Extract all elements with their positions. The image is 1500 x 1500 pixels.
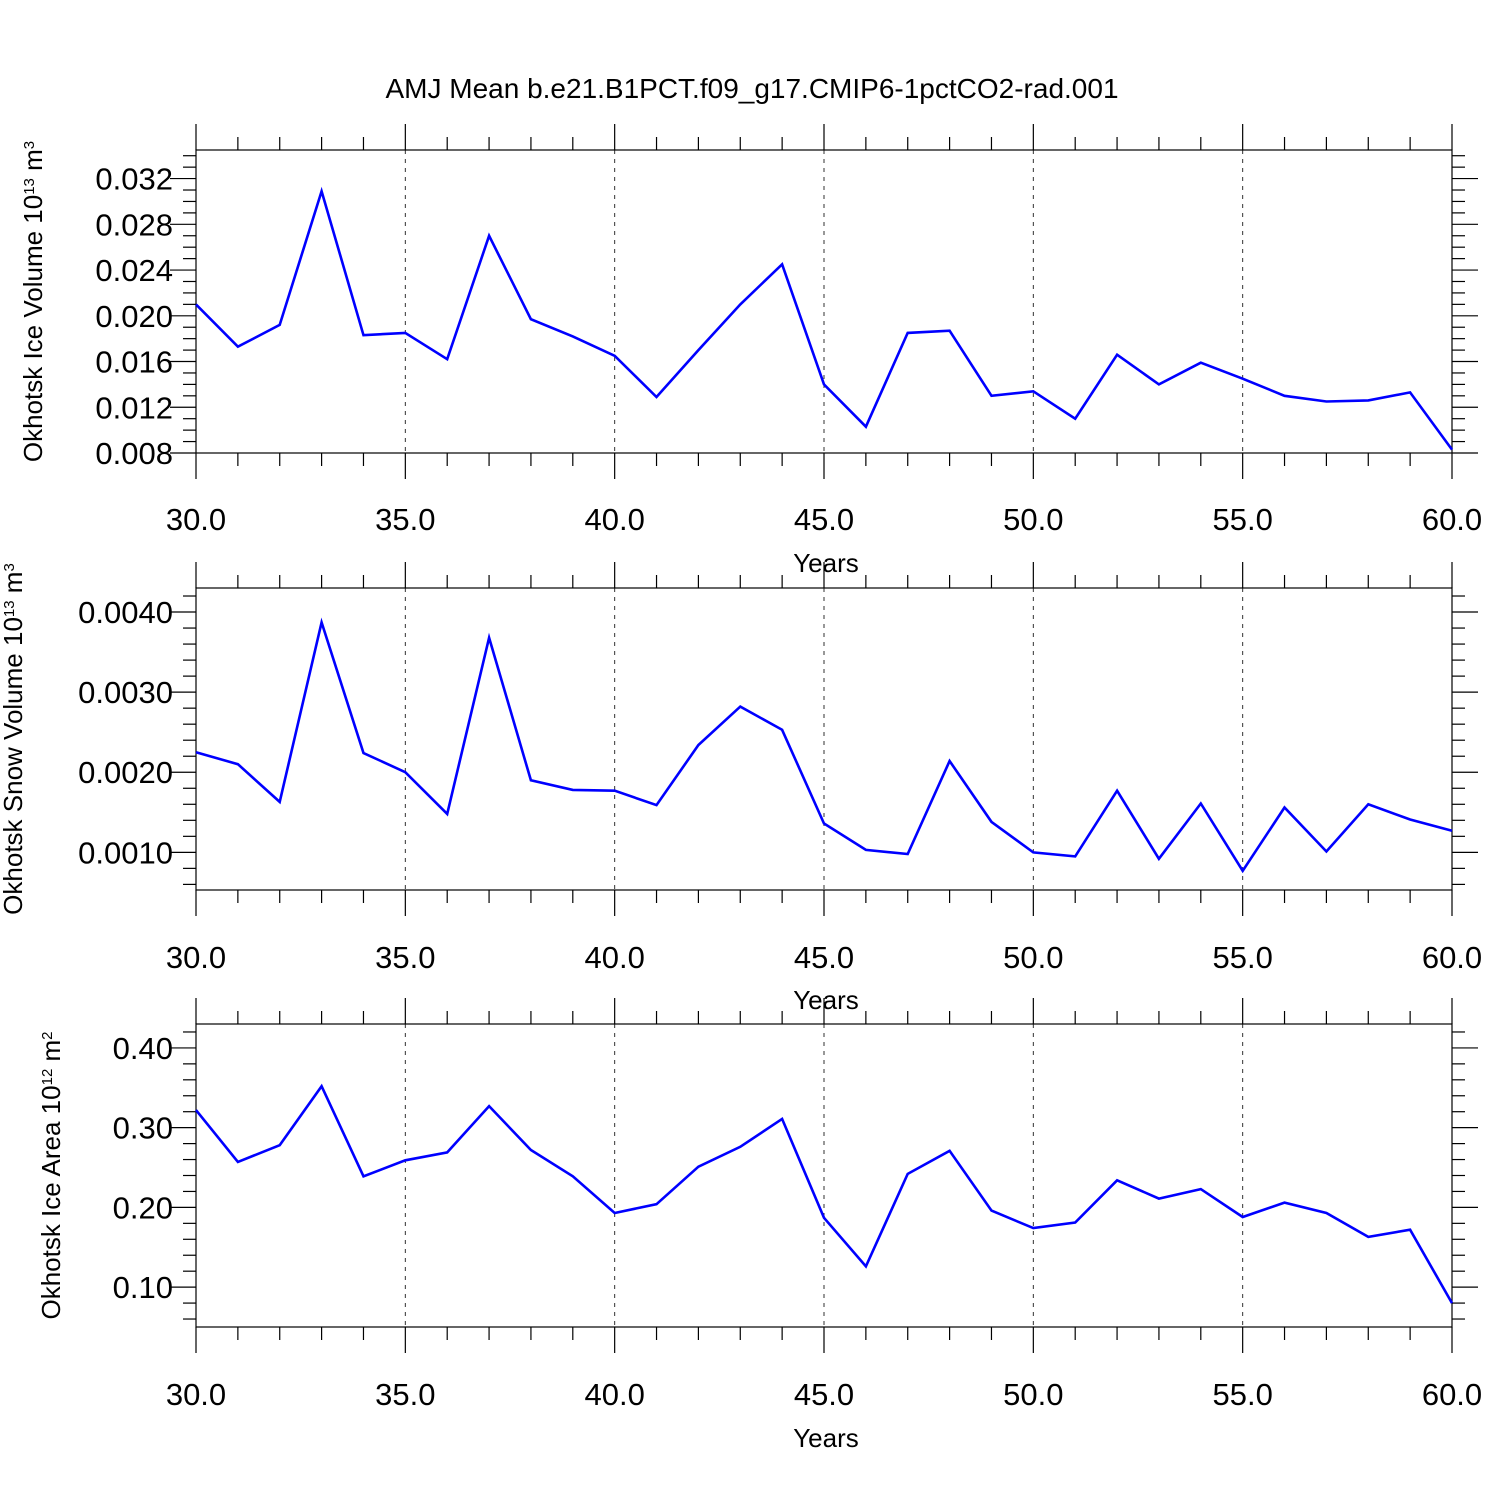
- x-tick-label: 40.0: [584, 940, 644, 975]
- x-tick-label: 30.0: [166, 940, 226, 975]
- y-axis-title-unit: m: [36, 1040, 66, 1069]
- x-tick-label: 50.0: [1003, 1377, 1063, 1412]
- x-tick-label: 35.0: [375, 502, 435, 537]
- x-tick-label: 40.0: [584, 1377, 644, 1412]
- series-line: [195, 186, 1454, 451]
- panel-3: 0.10 0.20 0.30 0.40 30.0 35.0 40.0 45.0 50.0 55.0…: [36, 998, 1482, 1453]
- y-axis-title-unit-exp: 3: [1, 563, 18, 571]
- x-tick-label: 50.0: [1003, 502, 1063, 537]
- y-tick-label: 0.40: [113, 1031, 173, 1066]
- y-tick-label: 0.020: [95, 299, 173, 334]
- y-axis-title-text: Okhotsk Snow Volume 10: [0, 617, 28, 915]
- y-axis-title-text: Okhotsk Ice Area 10: [36, 1085, 66, 1319]
- x-tick-label: 50.0: [1003, 940, 1063, 975]
- y-axis-title-exp: 13: [21, 178, 38, 195]
- x-tick-label: 45.0: [794, 940, 854, 975]
- y-tick-label: 0.0040: [78, 595, 173, 630]
- x-tick-label: 30.0: [166, 502, 226, 537]
- y-axis-title-unit: m: [0, 572, 28, 601]
- x-tick-label: 55.0: [1212, 1377, 1272, 1412]
- y-axis-title-exp: 12: [39, 1069, 56, 1086]
- x-tick-label: 35.0: [375, 1377, 435, 1412]
- y-tick-label: 0.016: [95, 345, 173, 380]
- series-line: [194, 1083, 1454, 1304]
- y-tick-label: 0.024: [95, 253, 173, 288]
- x-tick-label: 35.0: [375, 940, 435, 975]
- y-axis-title-unit-exp: 2: [39, 1031, 56, 1039]
- y-tick-label: 0.0010: [78, 835, 173, 870]
- x-tick-label: 60.0: [1422, 1377, 1482, 1412]
- y-axis-title-text: Okhotsk Ice Volume 10: [18, 195, 48, 462]
- x-tick-label: 60.0: [1422, 502, 1482, 537]
- y-tick-label: 0.008: [95, 436, 173, 471]
- y-tick-label: 0.012: [95, 390, 173, 425]
- x-axis-title: Years: [793, 985, 859, 1015]
- y-tick-label: 0.032: [95, 162, 173, 197]
- y-axis-title: Okhotsk Ice Volume 1013 m3: [18, 141, 48, 462]
- y-tick-label: 0.20: [113, 1190, 173, 1225]
- y-tick-label: 0.10: [113, 1270, 173, 1305]
- series-line: [195, 617, 1453, 874]
- x-tick-label: 55.0: [1212, 502, 1272, 537]
- figure-title: AMJ Mean b.e21.B1PCT.f09_g17.CMIP6-1pctC…: [385, 73, 1118, 104]
- x-tick-label: 55.0: [1212, 940, 1272, 975]
- y-tick-label: 0.0020: [78, 755, 173, 790]
- y-axis-title-unit-exp: 3: [21, 141, 38, 149]
- y-axis-title-unit: m: [18, 149, 48, 178]
- y-tick-label: 0.028: [95, 207, 173, 242]
- x-tick-label: 30.0: [166, 1377, 226, 1412]
- y-axis-title: Okhotsk Ice Area 1012 m2: [36, 1031, 66, 1319]
- panel-2: 0.0010 0.0020 0.0030 0.0040 30.0 35.0 40.0 45.0…: [0, 562, 1482, 1015]
- y-tick-label: 0.0030: [78, 675, 173, 710]
- y-axis-title: Okhotsk Snow Volume 1013 m3: [0, 563, 28, 915]
- x-tick-label: 45.0: [794, 1377, 854, 1412]
- x-tick-label: 60.0: [1422, 940, 1482, 975]
- y-axis-title-exp: 13: [1, 600, 18, 617]
- x-tick-label: 40.0: [584, 502, 644, 537]
- x-axis-title: Years: [793, 1423, 859, 1453]
- x-tick-label: 45.0: [794, 502, 854, 537]
- y-tick-label: 0.30: [113, 1111, 173, 1146]
- panel-1: 0.008 0.012 0.016 0.020 0.024 0.028 0.032 30.0 3…: [18, 124, 1482, 578]
- x-axis-title: Years: [793, 548, 859, 578]
